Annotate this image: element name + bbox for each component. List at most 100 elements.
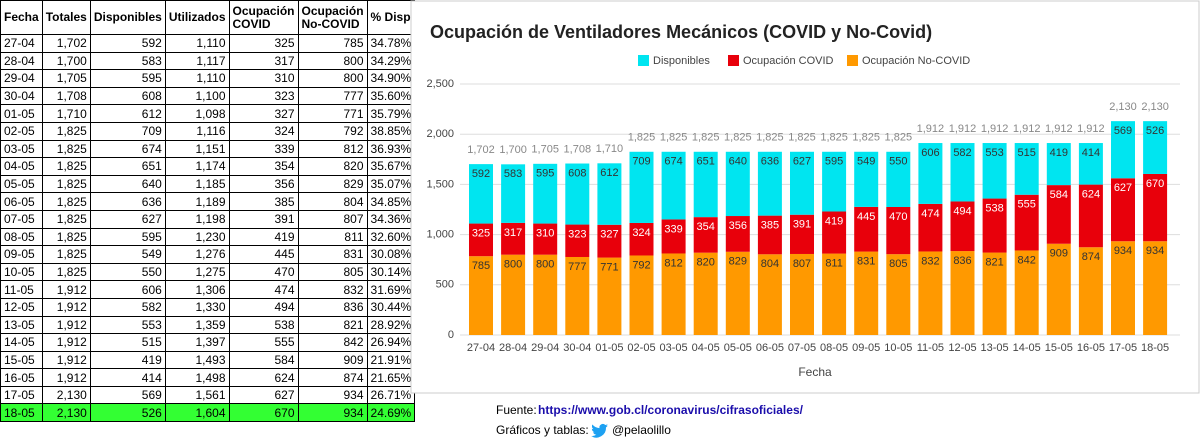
table-cell: 612: [89, 104, 166, 123]
data-label: 310: [536, 227, 554, 239]
table-cell: 30-04: [0, 86, 43, 106]
data-label: 627: [793, 156, 811, 168]
source-link[interactable]: https://www.gob.cl/coronavirus/cifrasofi…: [538, 403, 804, 417]
table-cell: 1,110: [164, 69, 230, 88]
table-cell: 934: [297, 403, 368, 423]
table-row: 03-05 1,825 674 1,151 339 812 36.93%: [0, 139, 416, 159]
legend-label: Ocupación No-COVID: [862, 55, 970, 67]
data-label: 583: [504, 168, 522, 180]
table-cell: 624: [228, 368, 299, 387]
table-cell: 1,330: [164, 297, 230, 317]
table-cell: 709: [89, 121, 166, 141]
x-tick-label: 17-05: [1109, 342, 1137, 354]
table-row: 12-05 1,912 582 1,330 494 836 30.44%: [0, 297, 416, 317]
total-label: 1,912: [1045, 123, 1073, 135]
table-cell: 354: [228, 157, 299, 176]
data-label: 832: [921, 255, 939, 267]
total-label: 1,825: [788, 132, 816, 144]
data-label: 909: [1050, 248, 1068, 260]
table-row: 29-04 1,705 595 1,110 310 800 34.90%: [0, 69, 416, 88]
data-label: 800: [504, 259, 522, 271]
table-cell: 414: [89, 368, 166, 387]
bar-segment: [693, 217, 718, 253]
bar-segment: [822, 151, 847, 212]
chart: Ocupación de Ventiladores Mecánicos (COV…: [410, 0, 1200, 438]
data-label: 414: [1082, 147, 1100, 159]
table-cell: 1,912: [41, 350, 91, 370]
x-tick-label: 06-05: [756, 342, 784, 354]
table-cell: 1,700: [41, 51, 91, 71]
table-cell: 325: [228, 34, 299, 53]
table-cell: 1,604: [164, 403, 230, 423]
bar-segment: [661, 219, 686, 254]
data-label: 874: [1082, 251, 1100, 263]
bar-segment: [790, 214, 814, 254]
total-label: 1,825: [660, 132, 688, 144]
table-cell: 13-05: [0, 315, 43, 335]
data-label: 820: [697, 257, 715, 269]
bar-segment: [533, 163, 558, 224]
table-cell: 07-05: [0, 209, 43, 229]
legend-label: Disponibles: [653, 55, 710, 67]
x-tick-label: 10-05: [884, 342, 912, 354]
total-label: 1,825: [885, 132, 913, 144]
table-cell: 592: [89, 34, 166, 53]
table-cell: 35.79%: [366, 104, 416, 123]
total-label: 1,825: [628, 132, 656, 144]
data-label: 777: [568, 261, 586, 273]
data-label: 792: [632, 259, 650, 271]
data-label: 842: [1018, 254, 1036, 266]
bar-segment: [950, 201, 975, 252]
table-cell: 10-05: [0, 262, 43, 282]
data-label: 829: [729, 256, 747, 268]
table-cell: 02-05: [0, 121, 43, 141]
data-label: 474: [921, 208, 939, 220]
bar-segment: [629, 151, 654, 223]
data-label: 612: [600, 167, 618, 179]
data-label: 812: [664, 257, 682, 269]
table-cell: 1,912: [41, 368, 91, 387]
table-cell: 1,306: [164, 280, 230, 299]
table-cell: 555: [228, 333, 299, 352]
total-label: 1,710: [596, 143, 624, 155]
bar-segment: [757, 215, 782, 255]
legend-swatch: [847, 55, 858, 66]
table-cell: 36.93%: [366, 139, 416, 159]
bar-segment: [725, 151, 750, 217]
table-cell: 1,116: [164, 121, 230, 141]
data-label: 670: [1146, 178, 1164, 190]
bar-segment: [1014, 143, 1039, 195]
table-cell: 595: [89, 227, 166, 247]
total-label: 1,702: [467, 144, 495, 156]
table-cell: 549: [89, 245, 166, 264]
table-cell: 842: [297, 333, 368, 352]
table-cell: 792: [297, 121, 368, 141]
table-cell: 934: [297, 385, 368, 405]
total-label: 1,825: [756, 132, 784, 144]
total-label: 1,912: [981, 123, 1009, 135]
bar-segment: [950, 143, 975, 202]
table-cell: 21.65%: [366, 368, 416, 387]
bar-segment: [597, 257, 622, 335]
x-tick-label: 28-04: [499, 342, 527, 354]
bar-segment: [501, 164, 526, 223]
table-cell: 1,174: [164, 157, 230, 176]
data-label: 785: [472, 260, 490, 272]
data-label: 354: [697, 221, 715, 233]
bar-segment: [1046, 143, 1071, 186]
bar-segment: [950, 251, 975, 335]
table-cell: 1,151: [164, 139, 230, 159]
table-cell: 26.71%: [366, 385, 416, 405]
bar-segment: [982, 252, 1007, 335]
x-tick-label: 01-05: [595, 342, 623, 354]
table-cell: 636: [89, 192, 166, 211]
table-cell: 1,275: [164, 262, 230, 282]
table-cell: 812: [297, 139, 368, 159]
table-cell: 385: [228, 192, 299, 211]
bar-segment: [597, 224, 622, 258]
bar-segment: [693, 151, 718, 218]
bar-segment: [790, 151, 814, 215]
total-label: 1,825: [820, 132, 848, 144]
bar-segment: [501, 222, 526, 255]
data-label: 339: [664, 223, 682, 235]
